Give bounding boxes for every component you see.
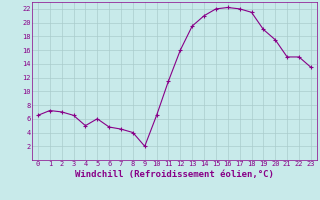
- X-axis label: Windchill (Refroidissement éolien,°C): Windchill (Refroidissement éolien,°C): [75, 170, 274, 179]
